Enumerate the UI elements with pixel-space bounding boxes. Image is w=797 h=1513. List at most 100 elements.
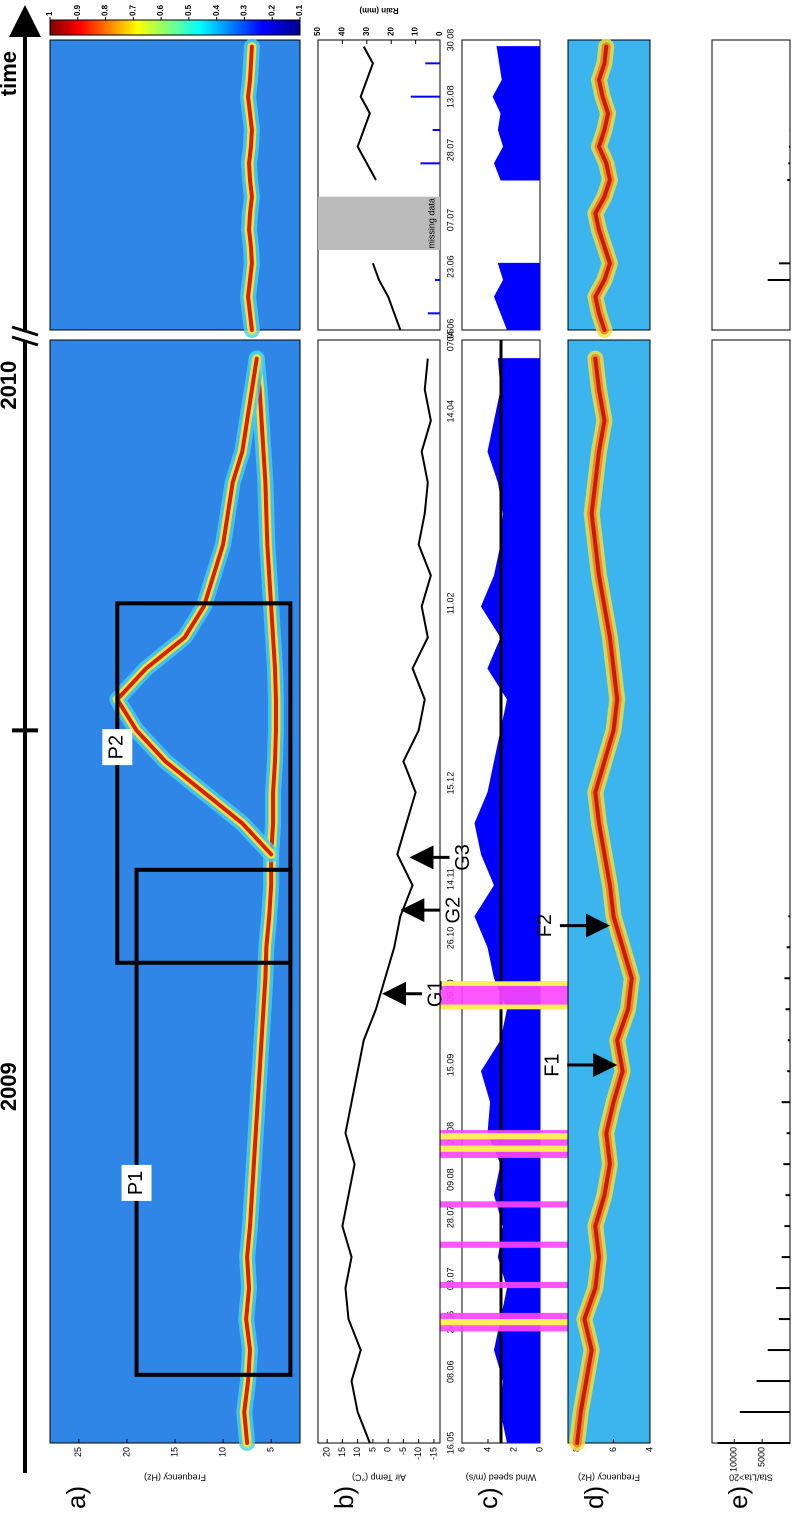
ridge [246,44,254,332]
panel-label: e) [723,1486,753,1509]
bar [776,1287,790,1290]
y-tick-label: 6 [456,1447,466,1452]
colorbar-tick-label: 0.1 [295,4,304,16]
y-tick-label: 5 [266,1447,276,1452]
y-tick-label: 4 [644,1447,654,1452]
bar [786,1132,791,1135]
y-tick-label: 25 [73,1447,83,1457]
bar [788,145,791,148]
bar [783,1163,790,1166]
y-tick-label: 5 [367,1447,377,1452]
rain-bar [435,279,440,281]
x-tick-label: 04.06 [445,319,455,342]
y2-tick-label: 10 [411,27,420,36]
x-tick-label: 08.07 [445,1268,455,1291]
panel-frame [711,39,791,331]
colorbar-tick-label: 0.3 [240,4,249,16]
x-tick-label: 07.05 [445,329,455,352]
panel-label: c) [473,1487,503,1509]
x-tick-label: 13.08 [445,85,455,108]
panel-label: d) [579,1486,609,1509]
bar [784,977,791,980]
annotation-label: G1 [424,980,446,1007]
rain-bar [420,162,441,165]
y-tick-label: 20 [121,1447,131,1457]
x-tick-label: 08.06 [445,1360,455,1383]
period-label-bg [102,729,133,766]
x-tick-label: 26.10 [445,927,455,950]
bar [781,1256,791,1259]
y-tick-label: -15 [428,1447,438,1460]
x-tick-label: 15.12 [445,772,455,795]
bar [788,162,790,165]
y2-tick-label: 20 [386,27,395,36]
bar [789,129,791,131]
rain-bar [427,312,440,315]
y-axis-label: Air Temp (°C) [352,1473,406,1483]
panel-label: a) [61,1486,91,1509]
period-label: P2 [106,735,128,759]
period-box [115,601,293,965]
rain-bar [410,95,441,98]
colorbar-tick-label: 0.5 [184,4,193,16]
ridge [593,44,612,332]
x-tick-label: 09.08 [445,1168,455,1191]
x-tick-label: 14.04 [445,400,455,423]
period-label-bg [121,1164,152,1201]
bar [785,1194,790,1197]
colorbar-tick-label: 1 [45,11,54,16]
period-box [134,867,293,1377]
y-tick-label: 10000 [729,1447,739,1472]
y-axis-label: Sta/Lta>20 [729,1473,773,1483]
y-tick-label: 4 [482,1447,492,1452]
axis-break-line [11,335,39,347]
y2-axis-label: Rain (mm) [359,6,398,15]
year-label: 2010 [0,361,21,410]
panel-frame [317,39,441,331]
ridge [575,356,634,1445]
y-tick-label: 6 [608,1447,618,1452]
bar [739,1411,790,1414]
x-tick-label: 14.11 [445,868,455,890]
y2-tick-label: 0 [435,31,444,36]
y-tick-label: 2 [508,1447,518,1452]
colorbar-tick-label: 0.2 [267,4,276,16]
panel-label: b) [329,1486,359,1509]
time-label: time [0,51,21,96]
y2-tick-label: 50 [313,27,322,36]
period-label: P1 [125,1171,147,1195]
x-tick-label: 15.09 [445,1054,455,1077]
bar [789,79,791,81]
annotation-label: G3 [452,844,474,871]
x-tick-label: 30.08 [445,29,455,52]
panel-frame [49,39,301,331]
bar [784,1225,791,1228]
missing-data-label: missing data [426,198,436,249]
y-tick-label: 10 [217,1447,227,1457]
y-tick-label: -5 [398,1447,408,1455]
x-tick-label: 28.07 [445,1206,455,1229]
colorbar-tick-label: 0.7 [128,4,137,16]
y-tick-label: 0 [383,1447,393,1452]
colorbar-tick-label: 0.6 [156,4,165,16]
bar [717,1442,790,1444]
y-tick-label: -10 [413,1447,423,1460]
y-tick-label: 0 [534,1447,544,1452]
ridge [242,356,278,1445]
x-tick-label: 23.06 [445,255,455,278]
line [356,46,402,331]
bar [787,1039,790,1042]
y2-tick-label: 30 [362,27,371,36]
colorbar-tick-label: 0.9 [73,4,82,16]
bar [778,1318,790,1321]
bar [767,279,791,281]
colorbar-tick-label: 0.4 [212,4,221,16]
annotation-label: G2 [443,897,465,924]
y-tick-label: 5000 [757,1447,767,1467]
colorbar [49,19,301,36]
x-tick-label: 16.05 [445,1432,455,1455]
bar [778,262,790,265]
